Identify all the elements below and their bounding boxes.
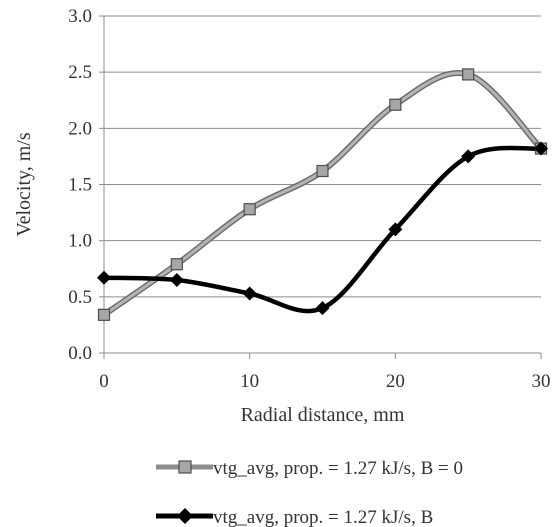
data-point-square [316,164,329,178]
data-point-diamond [315,301,330,316]
tick-labels: 0.0 0.5 1.0 1.5 2.0 2.5 3.0 0 10 20 30 [68,6,550,392]
y-tick-label: 1.5 [68,175,92,196]
data-point-diamond [169,272,184,287]
legend-marker-diamond [177,508,193,524]
data-point-diamond [461,149,476,164]
grid [104,15,541,298]
data-point-square [170,258,183,271]
x-tick-label: 30 [532,371,551,392]
data-point-diamond [97,270,111,285]
legend-label-1: vtg_avg, prop. = 1.27 kJ/s, B = 0 [213,458,463,479]
data-point-diamond [388,222,403,237]
legend-marker-square [178,460,192,474]
y-tick-label: 3.0 [68,6,92,27]
y-tick-label: 2.0 [68,118,92,139]
x-tick-label: 20 [386,371,405,392]
y-tick-label: 1.0 [68,231,92,252]
legend-item-1: vtg_avg, prop. = 1.27 kJ/s, B = 0 [156,458,463,479]
legend-label-2: vtg_avg, prop. = 1.27 kJ/s, B [213,507,433,527]
data-point-square [462,68,475,81]
data-point-diamond [242,286,257,301]
y-tick-label: 0.0 [68,343,92,364]
x-tick-label: 0 [99,371,109,392]
y-axis-title: Velocity, m/s [13,132,35,236]
data-point-square [243,203,256,216]
y-tick-label: 2.5 [68,62,92,83]
x-axis-title: Radial distance, mm [241,404,405,426]
data-point-diamond [534,141,548,156]
y-tick-label: 0.5 [68,287,92,308]
data-point-square [97,308,111,321]
series-layer [97,68,548,321]
x-tick-label: 10 [240,371,259,392]
legend: vtg_avg, prop. = 1.27 kJ/s, B = 0 vtg_av… [156,458,463,527]
legend-item-2: vtg_avg, prop. = 1.27 kJ/s, B [156,507,433,527]
data-point-square [389,98,402,111]
